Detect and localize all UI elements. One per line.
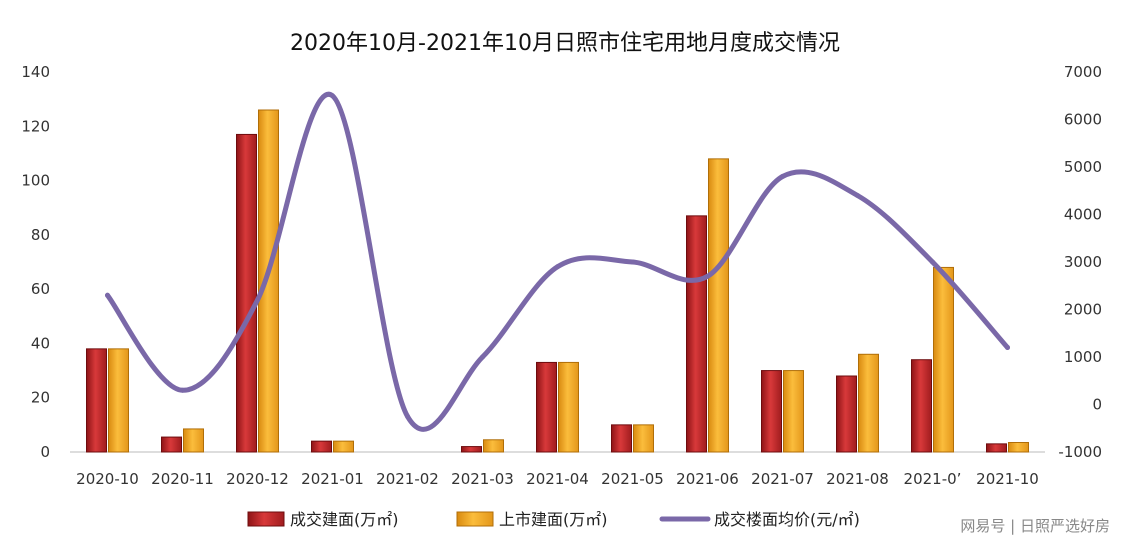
legend-swatch-transaction — [247, 511, 285, 527]
bar-listed-2020-11 — [183, 428, 204, 453]
watermark: 网易号 | 日照严选好房 — [960, 517, 1110, 535]
right-y-tick-2: 1000 — [1064, 348, 1102, 366]
price-line-series — [105, 91, 1010, 432]
bar-transaction-2021-07 — [761, 370, 782, 453]
x-tick-2021-03: 2021-03 — [451, 470, 514, 488]
bar-listed-2021-07 — [783, 370, 804, 453]
right-y-tick-3: 2000 — [1064, 301, 1102, 319]
bar-transaction-2021-04 — [536, 361, 557, 453]
right-y-tick-0: -1000 — [1058, 443, 1102, 461]
price-point-2021-02 — [405, 413, 410, 419]
bar-transaction-2021-10 — [986, 443, 1007, 453]
right-y-tick-8: 7000 — [1064, 63, 1102, 81]
bar-transaction-2020-11 — [161, 436, 182, 453]
legend: 成交建面(万㎡) 上市建面(万㎡) 成交楼面均价(元/㎡) — [247, 510, 860, 529]
price-point-2021-05 — [630, 259, 635, 265]
price-point-2020-10 — [105, 292, 110, 298]
bars — [86, 109, 1029, 453]
x-tick-2020-12: 2020-12 — [226, 470, 289, 488]
price-point-2021-03 — [480, 354, 485, 360]
x-tick-2020-10: 2020-10 — [76, 470, 139, 488]
x-tick-2021-02: 2021-02 — [376, 470, 439, 488]
bar-listed-2021-10 — [1008, 442, 1029, 453]
left-y-tick-2: 40 — [31, 334, 50, 352]
bar-transaction-2020-10 — [86, 348, 107, 453]
bar-listed-2021-09 — [933, 266, 954, 453]
bar-listed-2021-06 — [708, 158, 729, 453]
bar-listed-2021-01 — [333, 440, 354, 453]
price-point-2021-04 — [555, 264, 560, 270]
price-point-2020-12 — [255, 297, 260, 303]
price-point-2021-07 — [780, 174, 785, 179]
bar-transaction-2021-08 — [836, 375, 857, 453]
legend-label-transaction: 成交建面(万㎡) — [290, 510, 399, 529]
x-tick-2021-05: 2021-05 — [601, 470, 664, 488]
price-point-2021-10 — [1005, 345, 1010, 350]
price-point-2021-09 — [930, 259, 935, 265]
bar-transaction-2020-12 — [236, 133, 257, 453]
price-point-2021-08 — [855, 193, 860, 198]
right-y-tick-1: 0 — [1092, 396, 1102, 414]
left-y-tick-4: 80 — [31, 226, 50, 244]
bar-listed-2021-05 — [633, 424, 654, 453]
price-point-2020-11 — [180, 387, 185, 393]
left-y-tick-1: 20 — [31, 389, 50, 407]
bar-listed-2021-08 — [858, 353, 879, 453]
bar-transaction-2021-06 — [686, 215, 707, 453]
legend-swatch-listed — [456, 511, 494, 527]
x-tick-2021-07: 2021-07 — [751, 470, 814, 488]
left-y-tick-0: 0 — [40, 443, 50, 461]
x-tick-2021-04: 2021-04 — [526, 470, 589, 488]
bar-listed-2021-03 — [483, 439, 504, 453]
bar-listed-2020-10 — [108, 348, 129, 453]
x-tick-2020-11: 2020-11 — [151, 470, 214, 488]
legend-label-listed: 上市建面(万㎡) — [499, 510, 608, 529]
x-tick-2021-09: 2021-0’ — [904, 470, 962, 488]
bar-listed-2021-04 — [558, 361, 579, 453]
x-axis: 2020-10 2020-11 2020-12 2021-01 2021-02 2021-… — [76, 470, 1039, 488]
right-y-tick-7: 6000 — [1064, 111, 1102, 129]
right-y-tick-4: 3000 — [1064, 253, 1102, 271]
right-y-tick-6: 5000 — [1064, 158, 1102, 176]
bar-transaction-2021-03 — [461, 446, 482, 453]
x-tick-2021-06: 2021-06 — [676, 470, 739, 488]
left-y-tick-3: 60 — [31, 280, 50, 298]
bar-listed-2020-12 — [258, 109, 279, 453]
chart-title: 2020年10月-2021年10月日照市住宅用地月度成交情况 — [290, 31, 840, 56]
x-tick-2021-10: 2021-10 — [976, 470, 1039, 488]
left-y-tick-7: 140 — [21, 63, 50, 81]
price-point-2021-01 — [330, 93, 335, 99]
right-y-tick-5: 4000 — [1064, 206, 1102, 224]
left-y-axis: 0 20 40 60 80 100 120 140 — [21, 63, 50, 461]
bar-transaction-2021-01 — [311, 440, 332, 453]
x-tick-2021-08: 2021-08 — [826, 470, 889, 488]
left-y-tick-5: 100 — [21, 172, 50, 190]
x-tick-2021-01: 2021-01 — [301, 470, 364, 488]
bar-transaction-2021-05 — [611, 424, 632, 453]
legend-label-price: 成交楼面均价(元/㎡) — [714, 510, 860, 529]
bar-transaction-2021-09 — [911, 359, 932, 453]
price-point-2021-06 — [705, 273, 710, 279]
right-y-axis: -1000 0 1000 2000 3000 4000 5000 6000 7000 — [1058, 63, 1102, 461]
left-y-tick-6: 120 — [21, 117, 50, 135]
